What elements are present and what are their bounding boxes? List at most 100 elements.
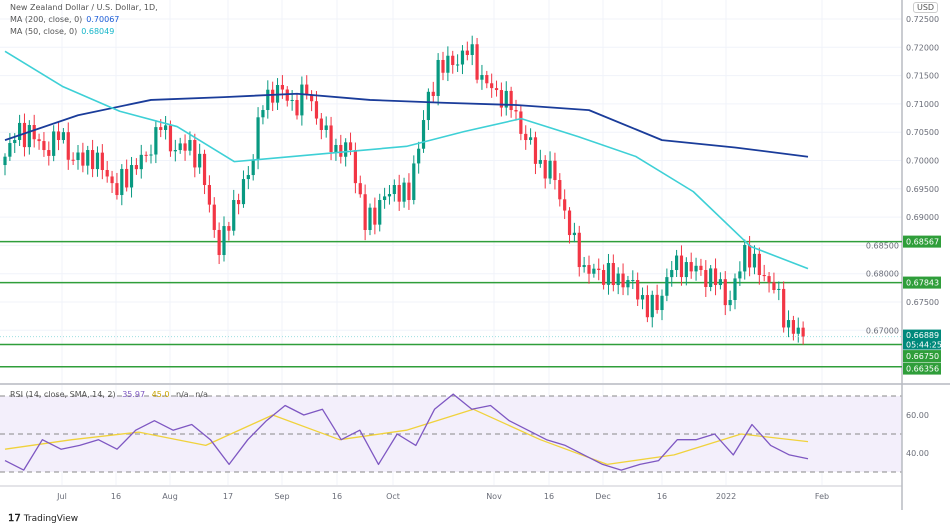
candle-body (767, 276, 771, 283)
rsi-extra-2: n/a (195, 390, 208, 399)
rsi-tick: 60.00 (906, 411, 929, 420)
rsi-legend[interactable]: RSI (14, close, SMA, 14, 2) 35.97 45.0 n… (10, 390, 212, 400)
candle-body (509, 90, 513, 111)
time-tick: Sep (274, 492, 289, 501)
candle-body (470, 44, 474, 55)
candle-body (485, 75, 489, 84)
candle-body (149, 154, 153, 156)
candle-body (173, 150, 177, 152)
currency-badge[interactable]: USD (913, 2, 939, 13)
candle-body (519, 111, 523, 134)
candle-body (417, 148, 421, 164)
candle-body (178, 143, 182, 151)
candle-body (159, 127, 163, 130)
candle-body (456, 64, 460, 66)
candle-body (241, 179, 246, 205)
candle-body (207, 185, 211, 205)
candle-body (636, 279, 640, 300)
candle-body (271, 89, 275, 103)
ma50-legend[interactable]: MA (50, close, 0) 0.68049 (10, 27, 118, 37)
tradingview-logo[interactable]: 𝟣𝟩 TradingView (8, 513, 78, 524)
rsi-value: 35.97 (122, 390, 146, 399)
candle-body (300, 84, 304, 116)
candle-body (129, 165, 134, 188)
candle-body (52, 131, 56, 156)
time-tick: Feb (815, 492, 829, 501)
candle-body (480, 75, 484, 80)
candle-body (490, 83, 494, 89)
price-tick: 0.70500 (906, 128, 939, 137)
candle-body (626, 280, 630, 288)
price-tick: 0.70000 (906, 157, 939, 166)
candle-body (237, 200, 241, 205)
candle-body (56, 131, 61, 141)
candle-body (168, 125, 173, 152)
candle-body (655, 294, 659, 311)
candle-body (164, 125, 168, 130)
candle-body (616, 273, 620, 286)
candle-body (631, 279, 635, 281)
candle-body (514, 110, 518, 112)
candle-body (475, 44, 479, 80)
candle-body (606, 263, 611, 285)
candle-body (363, 194, 367, 231)
candle-body (227, 226, 231, 231)
tv-logo-icon: 𝟣𝟩 (8, 513, 21, 524)
level-price-label: 0.68567 (906, 238, 939, 247)
candle-body (465, 50, 469, 55)
candle-body (762, 275, 766, 277)
candle-body (91, 150, 95, 170)
candle-body (198, 153, 202, 168)
candle-body (460, 50, 465, 65)
candle-body (723, 279, 727, 306)
candle-body (679, 255, 684, 278)
candle-body (699, 265, 703, 271)
candle-body (13, 140, 17, 144)
candle-body (3, 156, 7, 166)
candle-body (713, 268, 718, 286)
candle-body (212, 204, 216, 230)
candle-body (324, 125, 328, 130)
ma50-value: 0.68049 (81, 27, 115, 36)
candle-body (748, 245, 752, 268)
candle-body (421, 120, 426, 149)
candle-body (704, 270, 708, 287)
time-tick: 16 (657, 492, 667, 501)
candle-body (125, 168, 129, 188)
candle-body (134, 165, 138, 170)
candle-body (397, 185, 401, 202)
candle-body (81, 152, 85, 166)
candle-body (558, 180, 562, 200)
time-tick: Dec (595, 492, 610, 501)
ma200-legend[interactable]: MA (200, close, 0) 0.70067 (10, 15, 123, 25)
candle-body (256, 117, 260, 160)
candle-body (533, 137, 538, 164)
candle-body (383, 196, 387, 201)
candle-body (548, 160, 552, 179)
price-tick: 0.69500 (906, 185, 939, 194)
candle-body (246, 175, 250, 180)
price-tick: 0.68500 (866, 241, 899, 250)
candle-body (32, 125, 36, 140)
candle-body (640, 295, 645, 300)
candle-body (339, 144, 343, 157)
candle-body (675, 255, 679, 271)
candle-body (660, 295, 664, 311)
candle-body (801, 327, 805, 337)
level-price-tag (903, 350, 941, 363)
ma50-line (4, 50, 809, 270)
candle-body (402, 182, 406, 202)
time-tick: Aug (162, 492, 178, 501)
candle-body (684, 262, 688, 278)
time-tick: Nov (486, 492, 502, 501)
candle-body (232, 200, 236, 231)
candle-body (796, 327, 800, 334)
candle-body (791, 320, 795, 334)
price-tick: 0.68000 (866, 270, 899, 279)
candle-body (76, 152, 80, 160)
candle-body (504, 90, 508, 108)
candle-body (183, 143, 187, 151)
candle-body (217, 229, 221, 256)
